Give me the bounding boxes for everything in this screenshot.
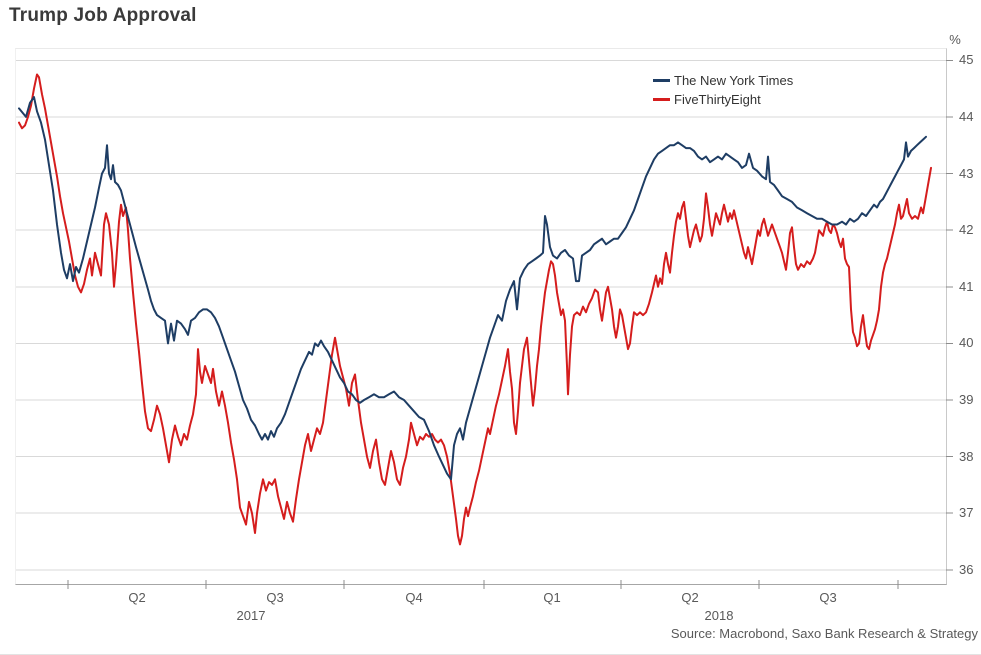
x-quarter-label: Q1 xyxy=(543,590,561,605)
y-tick-label: 39 xyxy=(959,392,974,407)
plot-canvas xyxy=(16,59,953,589)
x-quarter-label: Q4 xyxy=(405,590,423,605)
y-tick-label: 43 xyxy=(959,165,974,181)
x-quarter-label: Q3 xyxy=(819,590,837,605)
legend-label-fivethirtyeight: FiveThirtyEight xyxy=(674,92,761,107)
y-tick-label: 37 xyxy=(959,505,974,521)
nyt-line-swatch-icon xyxy=(653,79,670,82)
x-year-label: 2018 xyxy=(704,608,734,623)
y-tick-label: 38 xyxy=(959,448,974,464)
nyt-series-line xyxy=(18,96,927,481)
y-tick-label: 40 xyxy=(959,335,974,351)
y-axis-unit-label: % xyxy=(949,32,961,47)
chart-area: % 36 37 38 39 40 41 42 43 44 45 Q2 Q3 Q4 Q1 Q2 Q3 2017 2… xyxy=(15,32,973,623)
fivethirtyeight-series-line xyxy=(18,73,932,546)
y-tick-label: 36 xyxy=(959,561,974,577)
y-tick-label: 41 xyxy=(959,278,974,294)
legend-item-fivethirtyeight: FiveThirtyEight xyxy=(653,90,793,109)
source-note: Source: Macrobond, Saxo Bank Research & … xyxy=(670,626,978,641)
x-quarter-label: Q2 xyxy=(128,590,146,605)
y-tick-label: 44 xyxy=(959,108,974,124)
x-year-label: 2017 xyxy=(236,608,266,623)
fivethirtyeight-line-swatch-icon xyxy=(653,98,670,101)
page-title: Trump Job Approval xyxy=(9,5,197,26)
x-quarter-label: Q2 xyxy=(681,590,699,605)
legend-label-nyt: The New York Times xyxy=(674,73,794,88)
legend-item-nyt: The New York Times xyxy=(653,71,793,90)
y-tick-label: 42 xyxy=(959,222,974,238)
x-quarter-label: Q3 xyxy=(266,590,284,605)
y-tick-label: 45 xyxy=(959,52,974,68)
legend: The New York Times FiveThirtyEight xyxy=(653,71,793,109)
